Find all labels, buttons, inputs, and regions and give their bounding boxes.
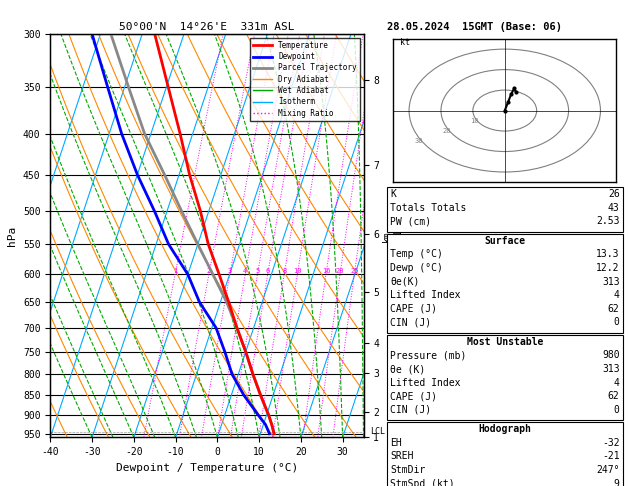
- Text: Dewp (°C): Dewp (°C): [390, 263, 443, 273]
- Text: 16: 16: [321, 268, 330, 275]
- Text: Lifted Index: Lifted Index: [390, 378, 460, 388]
- Text: 25: 25: [350, 268, 359, 275]
- Y-axis label: km
ASL: km ASL: [382, 227, 403, 244]
- Text: CAPE (J): CAPE (J): [390, 304, 437, 314]
- Text: 62: 62: [608, 304, 620, 314]
- Text: 5: 5: [255, 268, 260, 275]
- Text: Surface: Surface: [484, 236, 525, 246]
- Legend: Temperature, Dewpoint, Parcel Trajectory, Dry Adiabat, Wet Adiabat, Isotherm, Mi: Temperature, Dewpoint, Parcel Trajectory…: [250, 38, 360, 121]
- Text: 6: 6: [265, 268, 270, 275]
- Text: 10: 10: [293, 268, 301, 275]
- Text: 30: 30: [415, 139, 423, 144]
- Text: 8: 8: [282, 268, 286, 275]
- Text: kt: kt: [399, 38, 409, 47]
- Text: 4: 4: [614, 378, 620, 388]
- Text: 313: 313: [602, 277, 620, 287]
- Text: -32: -32: [602, 438, 620, 448]
- Text: CIN (J): CIN (J): [390, 317, 431, 328]
- Text: Temp (°C): Temp (°C): [390, 249, 443, 260]
- Text: 20: 20: [442, 128, 450, 134]
- Text: 1: 1: [173, 268, 177, 275]
- Y-axis label: hPa: hPa: [8, 226, 18, 246]
- Text: © weatheronline.co.uk: © weatheronline.co.uk: [387, 466, 499, 475]
- Text: SREH: SREH: [390, 451, 413, 462]
- Text: Hodograph: Hodograph: [478, 424, 532, 434]
- Text: 313: 313: [602, 364, 620, 374]
- Title: 50°00'N  14°26'E  331m ASL: 50°00'N 14°26'E 331m ASL: [119, 22, 294, 32]
- Text: 13.3: 13.3: [596, 249, 620, 260]
- Text: Most Unstable: Most Unstable: [467, 337, 543, 347]
- Text: 2: 2: [207, 268, 211, 275]
- Text: Totals Totals: Totals Totals: [390, 203, 466, 213]
- Text: Pressure (mb): Pressure (mb): [390, 350, 466, 361]
- Text: K: K: [390, 189, 396, 199]
- Text: 43: 43: [608, 203, 620, 213]
- Text: 20: 20: [336, 268, 344, 275]
- Text: CIN (J): CIN (J): [390, 405, 431, 415]
- Text: -21: -21: [602, 451, 620, 462]
- Text: StmDir: StmDir: [390, 465, 425, 475]
- Text: LCL: LCL: [370, 428, 385, 436]
- Text: 0: 0: [614, 317, 620, 328]
- Text: StmSpd (kt): StmSpd (kt): [390, 479, 455, 486]
- Text: 9: 9: [614, 479, 620, 486]
- Text: 4: 4: [243, 268, 247, 275]
- X-axis label: Dewpoint / Temperature (°C): Dewpoint / Temperature (°C): [116, 463, 298, 473]
- Text: θe(K): θe(K): [390, 277, 420, 287]
- Text: 247°: 247°: [596, 465, 620, 475]
- Text: 4: 4: [614, 290, 620, 300]
- Text: PW (cm): PW (cm): [390, 216, 431, 226]
- Text: Lifted Index: Lifted Index: [390, 290, 460, 300]
- Text: 980: 980: [602, 350, 620, 361]
- Text: 0: 0: [614, 405, 620, 415]
- Text: θe (K): θe (K): [390, 364, 425, 374]
- Text: 3: 3: [228, 268, 232, 275]
- Text: 12.2: 12.2: [596, 263, 620, 273]
- Text: 62: 62: [608, 391, 620, 401]
- Text: 26: 26: [608, 189, 620, 199]
- Text: 2.53: 2.53: [596, 216, 620, 226]
- Text: EH: EH: [390, 438, 402, 448]
- Text: 10: 10: [470, 118, 478, 124]
- Text: CAPE (J): CAPE (J): [390, 391, 437, 401]
- Text: 28.05.2024  15GMT (Base: 06): 28.05.2024 15GMT (Base: 06): [387, 22, 562, 32]
